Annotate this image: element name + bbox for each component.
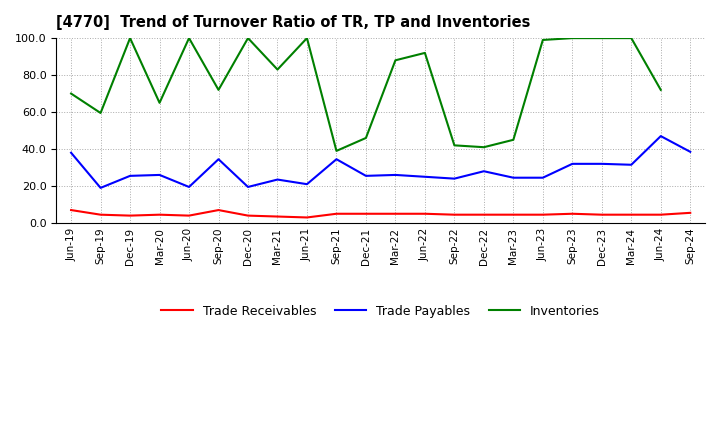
Legend: Trade Receivables, Trade Payables, Inventories: Trade Receivables, Trade Payables, Inven… (156, 300, 605, 323)
Text: [4770]  Trend of Turnover Ratio of TR, TP and Inventories: [4770] Trend of Turnover Ratio of TR, TP… (56, 15, 531, 30)
